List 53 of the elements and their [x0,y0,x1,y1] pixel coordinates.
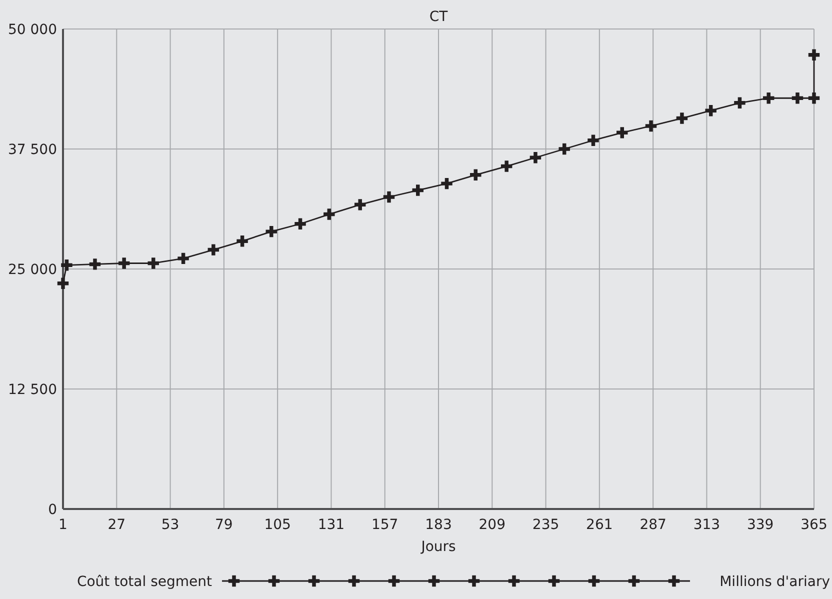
point [61,260,72,271]
x-tick-label: 261 [586,517,613,533]
y-tick-label: 37 500 [8,142,57,158]
x-tick-label: 105 [264,517,291,533]
point [148,258,159,269]
point [470,169,482,181]
point [324,208,335,220]
point [705,104,716,116]
x-tick-label: 235 [532,517,560,533]
chart-title: CT [429,9,448,25]
point [294,218,306,230]
point [57,278,69,290]
x-tick-label: 131 [318,517,345,533]
x-tick-label: 79 [215,517,233,533]
point [236,236,248,247]
x-tick-label: 27 [108,517,126,533]
point [266,226,277,238]
point [808,92,820,104]
x-tick-label: 209 [478,517,506,533]
point [734,97,746,109]
point [676,112,688,124]
point [412,184,424,196]
x-axis-title: Jours [420,539,456,555]
x-tick-label: 287 [640,517,666,533]
x-tick-label: 313 [693,517,720,533]
point [383,191,395,203]
point [500,160,512,172]
x-tick-label: 365 [800,517,828,533]
legend-label: Coût total segment [76,574,213,590]
point [645,120,657,132]
point [208,244,220,256]
point [89,258,101,270]
point [763,92,774,104]
point [530,152,542,164]
y-tick-label: 25 000 [8,262,57,278]
point [354,199,366,210]
x-tick-label: 1 [58,517,68,533]
x-tick-label: 339 [746,517,774,533]
point [616,127,628,138]
text: Millions d'ariary [720,574,830,590]
point [441,178,452,190]
point [792,92,804,104]
y-tick-label: 0 [48,502,57,518]
point [808,49,820,61]
point [118,258,130,269]
y-tick-label: 50 000 [8,22,57,38]
x-tick-label: 183 [425,517,452,533]
point [178,252,189,264]
point [588,134,599,146]
y-tick-label: 12 500 [8,382,57,398]
x-tick-label: 53 [161,517,180,533]
x-tick-label: 157 [371,517,398,533]
point [558,143,570,155]
